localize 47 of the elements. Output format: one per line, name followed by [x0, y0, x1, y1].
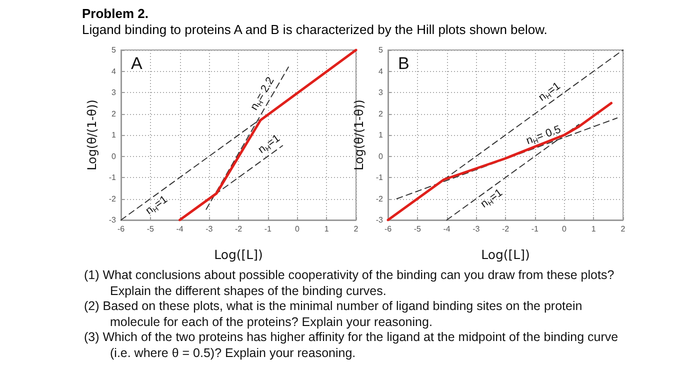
text: Problem 2.: [82, 6, 150, 22]
text: (3) Which of the two proteins has higher affinity for the ligand at the midpoint of the binding curve (i.e. where θ = 0.5)? Explain your reasoning.: [84, 330, 619, 361]
y-tick-label: 4: [378, 66, 384, 76]
y-tick-label: -3: [376, 216, 384, 224]
y-axis-title: Log(θ/(1-θ)): [352, 100, 366, 170]
y-tick-label: 3: [378, 88, 384, 97]
y-tick-label: 5: [112, 46, 117, 54]
x-tick-label: 2: [354, 224, 359, 234]
x-tick-label: -1: [264, 224, 272, 234]
text: (1) What conclusions about possible cooperativity of the binding can you draw from these plots? Explain the different shapes of the binding curves.: [84, 268, 616, 299]
y-tick-label: -2: [108, 194, 117, 204]
y-tick-label: 5: [378, 46, 384, 54]
y-tick-label: -1: [108, 173, 117, 182]
y-tick-label: 1: [378, 130, 384, 140]
y-tick-label: -3: [108, 216, 117, 224]
chart-title: A: [131, 54, 143, 73]
x-tick-label: 0: [295, 224, 300, 234]
text: (2) Based on these plots, what is the minimal number of ligand binding sites on the protein molecule for each of the proteins? Explain your reasoning.: [84, 299, 584, 330]
text: Ligand binding to proteins A and B is characterized by the Hill plots shown below.: [82, 22, 548, 38]
x-tick-label: -6: [384, 224, 392, 234]
y-tick-label: -1: [376, 173, 384, 182]
x-tick-label: -2: [234, 224, 243, 234]
y-tick-label: 0: [378, 152, 384, 161]
x-tick-label: -5: [146, 224, 154, 234]
x-tick-label: -2: [502, 224, 510, 234]
y-tick-label: 2: [378, 109, 384, 118]
x-tick-label: -3: [472, 224, 480, 234]
x-axis-title: Log([L]): [214, 247, 263, 262]
x-tick-label: -5: [414, 224, 422, 234]
y-tick-label: 4: [112, 66, 117, 76]
y-tick-label: -2: [376, 194, 384, 204]
x-tick-label: -4: [176, 224, 184, 234]
y-tick-label: 3: [112, 88, 117, 97]
x-tick-label: -3: [206, 224, 214, 234]
x-tick-label: -6: [117, 224, 126, 234]
x-tick-label: -4: [443, 224, 451, 234]
y-tick-label: 2: [112, 109, 117, 118]
y-axis-title: Log(θ/(1-θ)): [85, 100, 99, 170]
y-tick-label: 0: [112, 152, 117, 161]
x-tick-label: 0: [562, 224, 568, 234]
x-tick-label: -1: [531, 224, 539, 234]
x-tick-label: 1: [324, 224, 330, 234]
chart-title: B: [398, 54, 410, 73]
x-tick-label: 1: [591, 224, 596, 234]
x-tick-label: 2: [620, 224, 626, 234]
y-tick-label: 1: [112, 130, 117, 140]
x-axis-title: Log([L]): [481, 247, 530, 262]
